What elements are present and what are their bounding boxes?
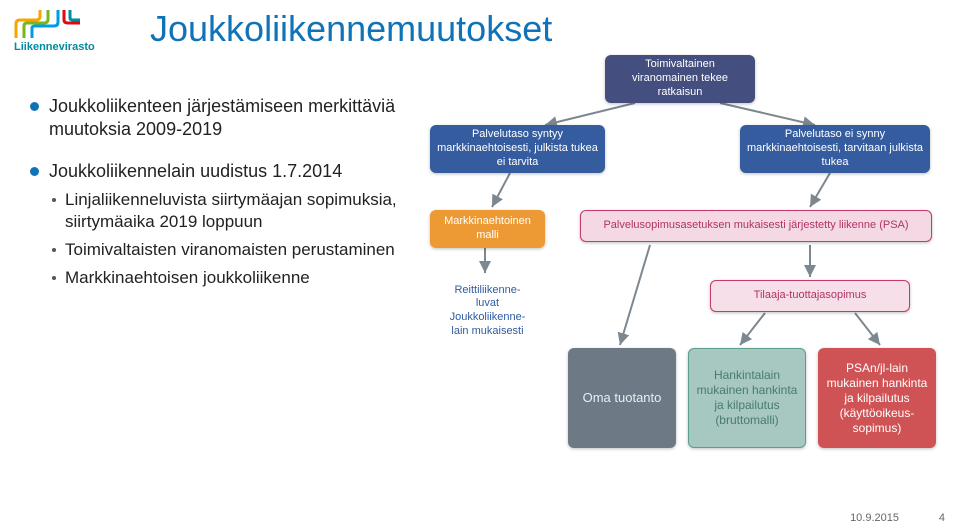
node-market-model-label: Markkinaehtoinen malli — [436, 215, 539, 243]
node-authority-decision-label: Toimivaltainen viranomainen tekee ratkai… — [611, 58, 749, 99]
node-brutto-label: Hankintalain mukainen hankinta ja kilpai… — [695, 368, 799, 428]
bullet-1: Joukkoliikenteen järjestämiseen merkittä… — [30, 95, 400, 142]
node-kayttooikeus: PSAn/jl-lain mukainen hankinta ja kilpai… — [818, 348, 936, 448]
bullet-2-sub-3: Markkinaehtoisen joukkoliikenne — [52, 267, 400, 289]
node-own-production-label: Oma tuotanto — [583, 390, 662, 406]
footer-date: 10.9.2015 — [850, 512, 899, 524]
node-own-production: Oma tuotanto — [568, 348, 676, 448]
node-tilaaja-label: Tilaaja-tuottajasopimus — [754, 289, 867, 303]
footer-page-number: 4 — [939, 512, 945, 524]
bullet-2-sub-2-text: Toimivaltaisten viranomaisten perustamin… — [65, 239, 395, 261]
node-psa-label: Palvelusopimusasetuksen mukaisesti järje… — [603, 219, 908, 233]
bullet-1-text: Joukkoliikenteen järjestämiseen merkittä… — [49, 95, 400, 142]
bullet-2-sub-1: Linjaliikenneluvista siirtymäajan sopimu… — [52, 189, 400, 233]
logo: Liikennevirasto — [14, 10, 84, 53]
bullet-2: Joukkoliikennelain uudistus 1.7.2014 — [30, 160, 400, 183]
bullet-2-sub-2: Toimivaltaisten viranomaisten perustamin… — [52, 239, 400, 261]
bullet-dot-icon — [30, 102, 39, 111]
bullet-2-sub-1-text: Linjaliikenneluvista siirtymäajan sopimu… — [65, 189, 400, 233]
node-tilaaja: Tilaaja-tuottajasopimus — [710, 280, 910, 312]
subbullet-dot-icon — [52, 198, 56, 202]
node-route-permits-label: Reittiliikenne- luvat Joukkoliikenne- la… — [450, 284, 526, 339]
node-service-level-market: Palvelutaso syntyy markkinaehtoisesti, j… — [430, 125, 605, 173]
node-service-level-support: Palvelutaso ei synny markkinaehtoisesti,… — [740, 125, 930, 173]
node-kayttooikeus-label: PSAn/jl-lain mukainen hankinta ja kilpai… — [824, 361, 930, 436]
node-route-permits: Reittiliikenne- luvat Joukkoliikenne- la… — [430, 275, 545, 347]
node-service-level-market-label: Palvelutaso syntyy markkinaehtoisesti, j… — [436, 128, 599, 169]
subbullet-dot-icon — [52, 248, 56, 252]
bullet-dot-icon — [30, 167, 39, 176]
node-brutto: Hankintalain mukainen hankinta ja kilpai… — [688, 348, 806, 448]
node-psa: Palvelusopimusasetuksen mukaisesti järje… — [580, 210, 932, 242]
diagram: Toimivaltainen viranomainen tekee ratkai… — [410, 55, 950, 495]
bullet-2-sub-3-text: Markkinaehtoisen joukkoliikenne — [65, 267, 310, 289]
node-market-model: Markkinaehtoinen malli — [430, 210, 545, 248]
slide: Liikennevirasto Joukkoliikennemuutokset … — [0, 0, 959, 530]
node-authority-decision: Toimivaltainen viranomainen tekee ratkai… — [605, 55, 755, 103]
subbullet-dot-icon — [52, 276, 56, 280]
page-title: Joukkoliikennemuutokset — [150, 8, 552, 50]
logo-graphic — [14, 10, 84, 40]
logo-text: Liikennevirasto — [14, 42, 84, 53]
bullet-2-text: Joukkoliikennelain uudistus 1.7.2014 — [49, 160, 400, 183]
node-service-level-support-label: Palvelutaso ei synny markkinaehtoisesti,… — [746, 128, 924, 169]
text-column: Joukkoliikenteen järjestämiseen merkittä… — [30, 95, 400, 296]
